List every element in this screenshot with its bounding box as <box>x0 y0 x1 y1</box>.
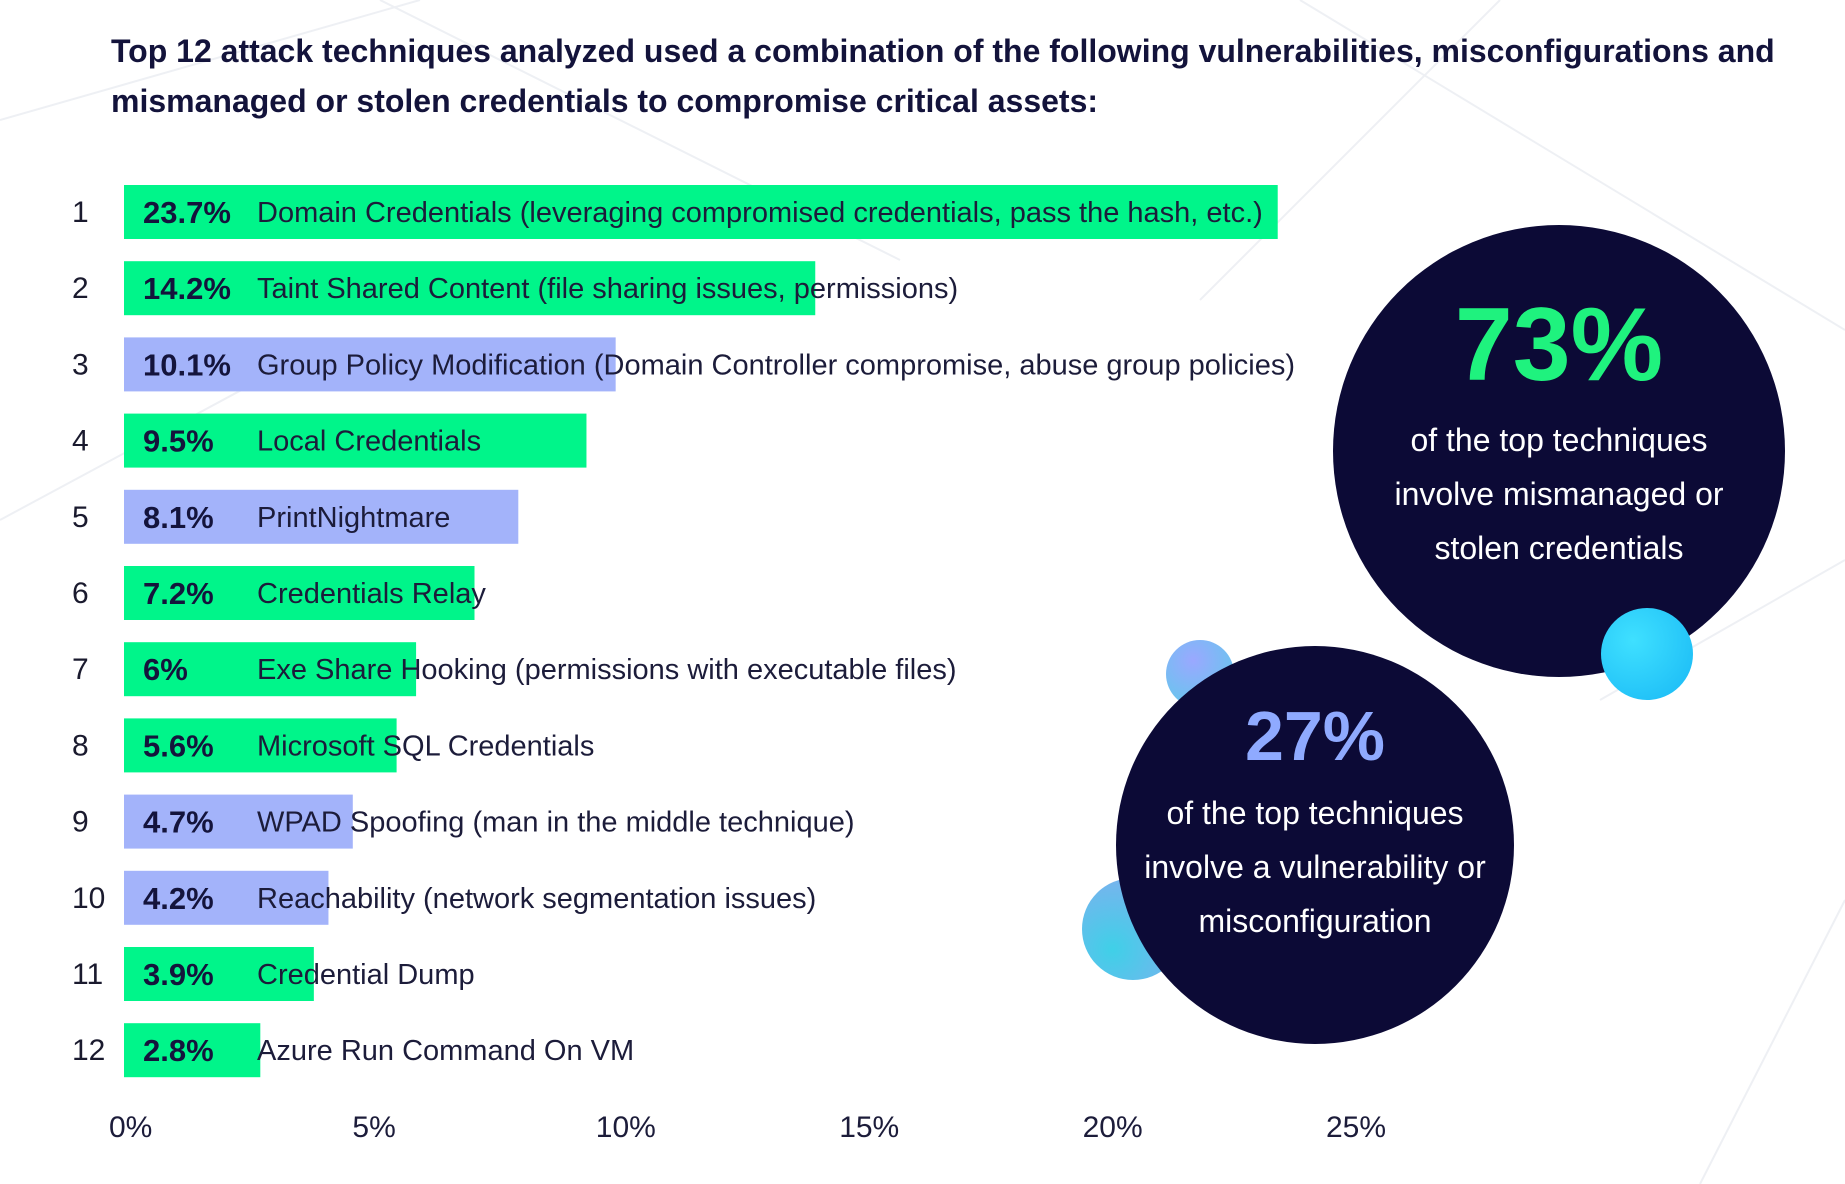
rank-label-4: 4 <box>72 425 89 458</box>
x-tick-label: 10% <box>596 1111 656 1144</box>
rank-label-8: 8 <box>72 729 89 762</box>
rank-label-3: 3 <box>72 348 89 381</box>
value-label-1: 23.7% <box>143 195 231 230</box>
value-label-3: 10.1% <box>143 347 231 382</box>
technique-label-6: Credentials Relay <box>257 578 486 610</box>
bar-12 <box>124 1023 261 1078</box>
value-label-6: 7.2% <box>143 576 214 611</box>
rank-label-6: 6 <box>72 577 89 610</box>
technique-label-10: Reachability (network segmentation issue… <box>257 883 816 915</box>
decorative-bubble-cyan <box>1601 608 1693 700</box>
bar-9 <box>124 794 353 849</box>
bar-11 <box>124 947 314 1001</box>
rank-label-10: 10 <box>72 882 105 915</box>
technique-label-8: Microsoft SQL Credentials <box>257 730 594 762</box>
rank-label-2: 2 <box>72 272 89 305</box>
technique-label-11: Credential Dump <box>257 959 475 991</box>
technique-label-7: Exe Share Hooking (permissions with exec… <box>257 654 957 686</box>
rank-label-1: 1 <box>72 196 89 229</box>
bar-10 <box>124 870 329 925</box>
rank-label-7: 7 <box>72 653 89 686</box>
value-label-4: 9.5% <box>143 424 214 459</box>
value-label-11: 3.9% <box>143 957 214 992</box>
value-label-12: 2.8% <box>143 1033 214 1068</box>
x-tick-label: 25% <box>1326 1111 1386 1144</box>
chart-title: Top 12 attack techniques analyzed used a… <box>111 33 1775 119</box>
rank-label-9: 9 <box>72 806 89 839</box>
technique-label-12: Azure Run Command On VM <box>257 1035 634 1067</box>
x-tick-label: 15% <box>839 1111 899 1144</box>
value-label-9: 4.7% <box>143 805 214 840</box>
bar-7 <box>124 642 417 697</box>
bar-4 <box>124 413 587 468</box>
x-tick-label: 20% <box>1083 1111 1143 1144</box>
bar-1 <box>124 185 1278 239</box>
technique-label-3: Group Policy Modification (Domain Contro… <box>257 349 1295 381</box>
vulnerability-callout-text: of the top techniques involve a vulnerab… <box>1144 795 1486 939</box>
technique-label-2: Taint Shared Content (file sharing issue… <box>257 273 958 305</box>
bar-8 <box>124 718 397 773</box>
bar-5 <box>124 489 519 544</box>
rank-label-11: 11 <box>72 958 103 991</box>
x-tick-label: 5% <box>352 1111 395 1144</box>
technique-label-4: Local Credentials <box>257 426 481 458</box>
vulnerability-callout: 27% of the top techniques involve a vuln… <box>1116 646 1514 1044</box>
value-label-2: 14.2% <box>143 271 231 306</box>
bar-3 <box>124 337 616 392</box>
rank-label-5: 5 <box>72 501 89 534</box>
technique-label-1: Domain Credentials (leveraging compromis… <box>257 197 1263 229</box>
credentials-callout-value: 73% <box>1454 287 1664 403</box>
rank-label-12: 12 <box>72 1034 105 1067</box>
technique-label-5: PrintNightmare <box>257 502 450 534</box>
credentials-callout-text: of the top techniques involve mismanaged… <box>1394 422 1724 566</box>
value-label-7: 6% <box>143 652 188 687</box>
value-label-10: 4.2% <box>143 881 214 916</box>
credentials-callout: 73% of the top techniques involve misman… <box>1333 225 1785 677</box>
value-label-8: 5.6% <box>143 728 214 763</box>
vulnerability-callout-value: 27% <box>1244 697 1386 775</box>
bar-2 <box>124 261 816 316</box>
bar-6 <box>124 566 475 620</box>
value-label-5: 8.1% <box>143 500 214 535</box>
technique-label-9: WPAD Spoofing (man in the middle techniq… <box>257 807 855 839</box>
x-tick-label: 0% <box>109 1111 152 1144</box>
